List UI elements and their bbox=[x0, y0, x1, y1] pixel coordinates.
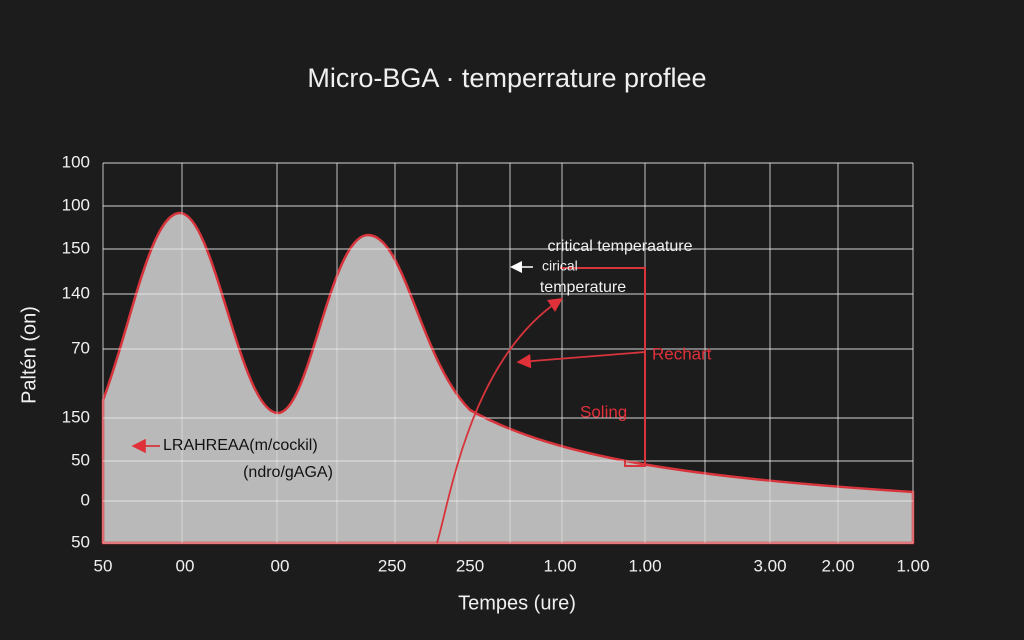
annotation: LRAHREAA(m/cockil) bbox=[163, 437, 318, 454]
x-tick-label: 00 bbox=[271, 556, 290, 575]
y-tick-label: 150 bbox=[62, 238, 90, 257]
x-tick-label: 250 bbox=[378, 556, 406, 575]
x-tick-label: 50 bbox=[94, 556, 113, 575]
y-tick-label: 0 bbox=[81, 490, 90, 509]
annotation: critical temperaature bbox=[548, 238, 693, 255]
x-tick-label: 1.00 bbox=[628, 556, 661, 575]
x-tick-label: 3.00 bbox=[753, 556, 786, 575]
annotation: cirical bbox=[542, 258, 578, 274]
bracket bbox=[560, 267, 646, 467]
annotation: (ndro/gAGA) bbox=[243, 464, 333, 481]
rechart-arrow bbox=[516, 351, 646, 369]
x-axis-label: Tempes (ure) bbox=[458, 592, 576, 614]
annotation: temperature bbox=[540, 279, 626, 296]
x-tick-label: 1.00 bbox=[896, 556, 929, 575]
y-tick-label: 70 bbox=[71, 338, 90, 357]
x-tick-label: 1.00 bbox=[543, 556, 576, 575]
y-tick-label: 150 bbox=[62, 407, 90, 426]
annotation: Soling bbox=[580, 402, 627, 421]
annotation: Rechart bbox=[652, 344, 712, 363]
x-tick-label: 00 bbox=[176, 556, 195, 575]
rising-curve bbox=[436, 298, 563, 544]
chart-title: Micro-BGA · temperrature proflee bbox=[307, 63, 706, 93]
grid-overlay bbox=[102, 162, 914, 544]
y-tick-label: 100 bbox=[62, 195, 90, 214]
y-tick-label: 50 bbox=[71, 450, 90, 469]
x-tick-label: 250 bbox=[456, 556, 484, 575]
y-tick-label: 50 bbox=[71, 532, 90, 551]
y-tick-label: 140 bbox=[62, 283, 90, 302]
x-tick-label: 2.00 bbox=[821, 556, 854, 575]
y-tick-label: 100 bbox=[62, 152, 90, 171]
y-axis-label: Paltén (on) bbox=[18, 306, 40, 404]
